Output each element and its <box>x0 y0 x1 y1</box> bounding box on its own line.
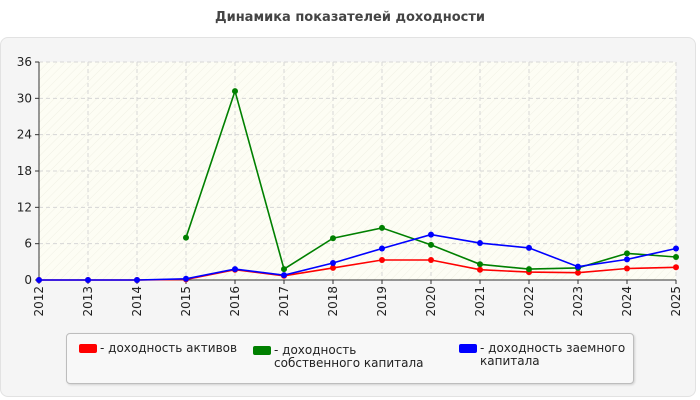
x-tick-label: 2022 <box>522 286 536 317</box>
x-tick-label: 2015 <box>179 286 193 317</box>
data-point <box>624 265 630 272</box>
series-2 <box>36 231 679 283</box>
data-point <box>85 277 91 283</box>
data-point <box>477 240 483 247</box>
y-tick-label: 12 <box>17 200 32 214</box>
data-point <box>281 272 287 279</box>
data-point <box>575 269 581 276</box>
series <box>36 88 679 283</box>
x-tick-label: 2013 <box>81 286 95 317</box>
data-point <box>624 256 630 263</box>
x-tick-label: 2012 <box>32 286 46 317</box>
y-tick-label: 24 <box>17 128 32 142</box>
legend-label-debt: - доходность заемного капитала <box>480 341 626 368</box>
data-point <box>281 266 287 273</box>
data-point <box>673 245 679 252</box>
axes: 0 6 12 18 24 30 36 2012 2013 2014 2015 2016 2017 2018… <box>17 55 683 317</box>
x-tick-label: 2024 <box>620 286 634 317</box>
data-point <box>330 235 336 242</box>
x-tick-label: 2019 <box>375 286 389 317</box>
legend-label-assets: - доходность активов <box>100 341 238 355</box>
chart-title: Динамика показателей доходности <box>215 10 485 25</box>
x-tick-label: 2021 <box>473 286 487 317</box>
x-tick-label: 2025 <box>669 286 683 317</box>
x-tick-label: 2017 <box>277 286 291 317</box>
data-point <box>379 224 385 231</box>
data-point <box>232 88 238 95</box>
data-point <box>428 231 434 238</box>
data-point <box>673 264 679 271</box>
legend-swatch-equity <box>253 346 271 355</box>
x-tick-label: 2023 <box>571 286 585 317</box>
data-point <box>428 257 434 264</box>
data-point <box>477 261 483 268</box>
data-point <box>526 244 532 251</box>
data-point <box>379 245 385 252</box>
data-point <box>526 266 532 273</box>
data-point <box>232 266 238 273</box>
legend-label-equity: - доходность собственного капитала <box>274 343 424 370</box>
y-tick-label: 6 <box>24 237 32 251</box>
data-point <box>379 257 385 264</box>
data-point <box>36 277 42 283</box>
legend-swatch-assets <box>79 344 97 353</box>
data-point <box>183 234 189 241</box>
x-tick-label: 2020 <box>424 286 438 317</box>
data-point <box>330 260 336 267</box>
data-point <box>477 266 483 273</box>
data-point <box>428 241 434 248</box>
legend-item-debt: - доходность заемного капитала <box>459 342 629 368</box>
data-point <box>575 263 581 270</box>
data-point <box>673 253 679 260</box>
y-tick-label: 30 <box>17 91 32 105</box>
data-point <box>183 275 189 282</box>
x-tick-label: 2014 <box>130 286 144 317</box>
legend-item-equity: - доходность собственного капитала <box>253 344 443 370</box>
y-tick-label: 18 <box>17 164 32 178</box>
y-tick-label: 0 <box>24 273 32 287</box>
grid <box>39 61 677 280</box>
legend: - доходность активов - доходность собств… <box>66 333 634 384</box>
y-tick-label: 36 <box>17 55 32 69</box>
data-point <box>330 264 336 271</box>
legend-item-assets: - доходность активов <box>79 342 249 355</box>
data-point <box>134 277 140 283</box>
x-tick-label: 2018 <box>326 286 340 317</box>
data-point <box>624 250 630 257</box>
legend-swatch-debt <box>459 344 477 353</box>
x-tick-label: 2016 <box>228 286 242 317</box>
series-line-2 <box>39 233 677 281</box>
series-1 <box>183 88 679 273</box>
